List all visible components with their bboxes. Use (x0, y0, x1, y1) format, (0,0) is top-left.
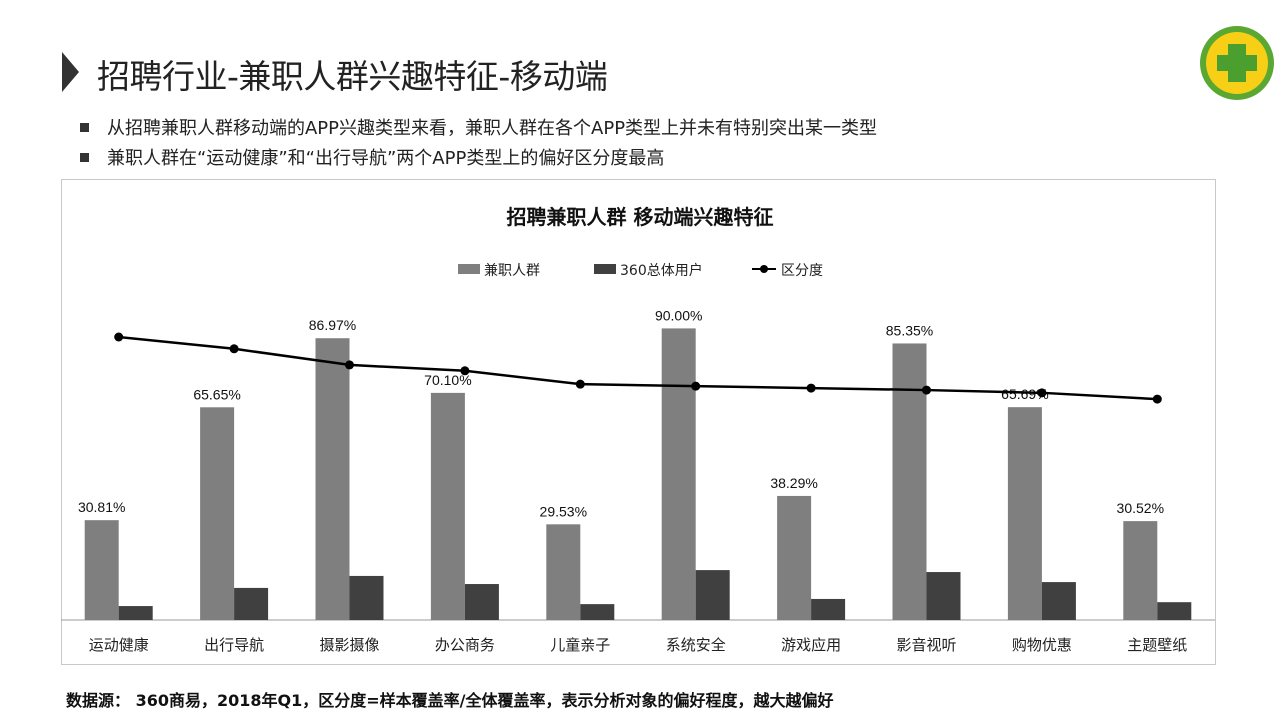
line-point (460, 366, 470, 376)
legend-swatch-all-users (594, 264, 616, 274)
bullet-item: 从招聘兼职人群移动端的APP兴趣类型来看，兼职人群在各个APP类型上并未有特别突… (80, 112, 877, 142)
bar-all-users (811, 598, 846, 620)
legend-label-discrimination: 区分度 (781, 263, 823, 279)
x-tick-label: 游戏应用 (781, 636, 841, 654)
x-tick-label: 影音视听 (896, 636, 956, 654)
data-label: 85.35% (886, 322, 933, 338)
x-tick-label: 出行导航 (204, 636, 264, 654)
line-point (1037, 388, 1047, 398)
x-tick-label: 儿童亲子 (550, 636, 610, 654)
360-logo-icon (1200, 26, 1274, 100)
data-label: 65.65% (193, 386, 240, 402)
data-label: 65.69% (1001, 386, 1048, 402)
bullet-list: 从招聘兼职人群移动端的APP兴趣类型来看，兼职人群在各个APP类型上并未有特别突… (80, 112, 877, 172)
x-tick-label: 购物优惠 (1012, 636, 1072, 654)
data-label: 30.81% (78, 499, 125, 515)
chart-frame (61, 179, 1216, 665)
line-point (922, 385, 931, 395)
bar-part-time (892, 343, 927, 620)
data-source-note: 数据源： 360商易，2018年Q1，区分度=样本覆盖率/全体覆盖率，表示分析对… (66, 691, 834, 710)
line-point (229, 344, 239, 354)
bar-part-time (200, 407, 235, 620)
legend: 兼职人群 360总体用户 区分度 (458, 262, 823, 279)
bar-all-users (1157, 602, 1192, 620)
bullet-item: 兼职人群在“运动健康”和“出行导航”两个APP类型上的偏好区分度最高 (80, 142, 877, 172)
bar-all-users (464, 584, 499, 620)
x-tick-label: 主题壁纸 (1127, 636, 1187, 654)
data-label: 86.97% (309, 317, 356, 333)
bar-part-time (1007, 407, 1042, 620)
bar-part-time (546, 524, 581, 620)
data-label: 70.10% (424, 372, 471, 388)
bar-all-users (349, 575, 384, 620)
x-tick-label: 系统安全 (666, 636, 726, 654)
legend-swatch-part-time (458, 264, 480, 274)
page-title: 招聘行业-兼职人群兴趣特征-移动端 (97, 57, 608, 96)
bar-all-users (234, 587, 269, 620)
bar-all-users (580, 604, 615, 620)
line-point (691, 381, 701, 391)
data-label: 90.00% (655, 307, 702, 323)
chart-title: 招聘兼职人群 移动端兴趣特征 (507, 205, 774, 229)
bar-part-time (84, 520, 119, 620)
x-tick-label: 摄影摄像 (319, 636, 379, 654)
bullet-square-icon (80, 122, 89, 132)
data-label: 38.29% (770, 475, 817, 491)
x-tick-label: 运动健康 (89, 636, 149, 654)
title-arrow-icon (62, 52, 79, 92)
bar-all-users (118, 606, 153, 620)
line-discrimination (118, 335, 1158, 401)
bar-part-time (315, 338, 350, 620)
data-label: 29.53% (540, 503, 587, 519)
legend-label-all-users: 360总体用户 (620, 262, 703, 279)
line-point (806, 383, 816, 393)
bullet-square-icon (80, 152, 89, 162)
line-point (345, 360, 354, 370)
legend-label-part-time: 兼职人群 (484, 263, 540, 279)
line-point (575, 379, 585, 389)
legend-marker (760, 265, 768, 273)
line-point (114, 332, 124, 342)
bar-part-time (661, 328, 696, 620)
bullet-text: 兼职人群在“运动健康”和“出行导航”两个APP类型上的偏好区分度最高 (107, 148, 665, 169)
bullet-text: 从招聘兼职人群移动端的APP兴趣类型来看，兼职人群在各个APP类型上并未有特别突… (107, 118, 878, 139)
bar-part-time (777, 495, 812, 620)
bar-all-users (695, 570, 730, 620)
bar-all-users (926, 572, 961, 620)
data-label: 30.52% (1117, 500, 1164, 516)
bar-all-users (1041, 582, 1076, 620)
bar-part-time (430, 392, 465, 620)
line-point (1152, 394, 1162, 404)
x-tick-label: 办公商务 (435, 636, 495, 654)
bar-part-time (1123, 521, 1158, 620)
